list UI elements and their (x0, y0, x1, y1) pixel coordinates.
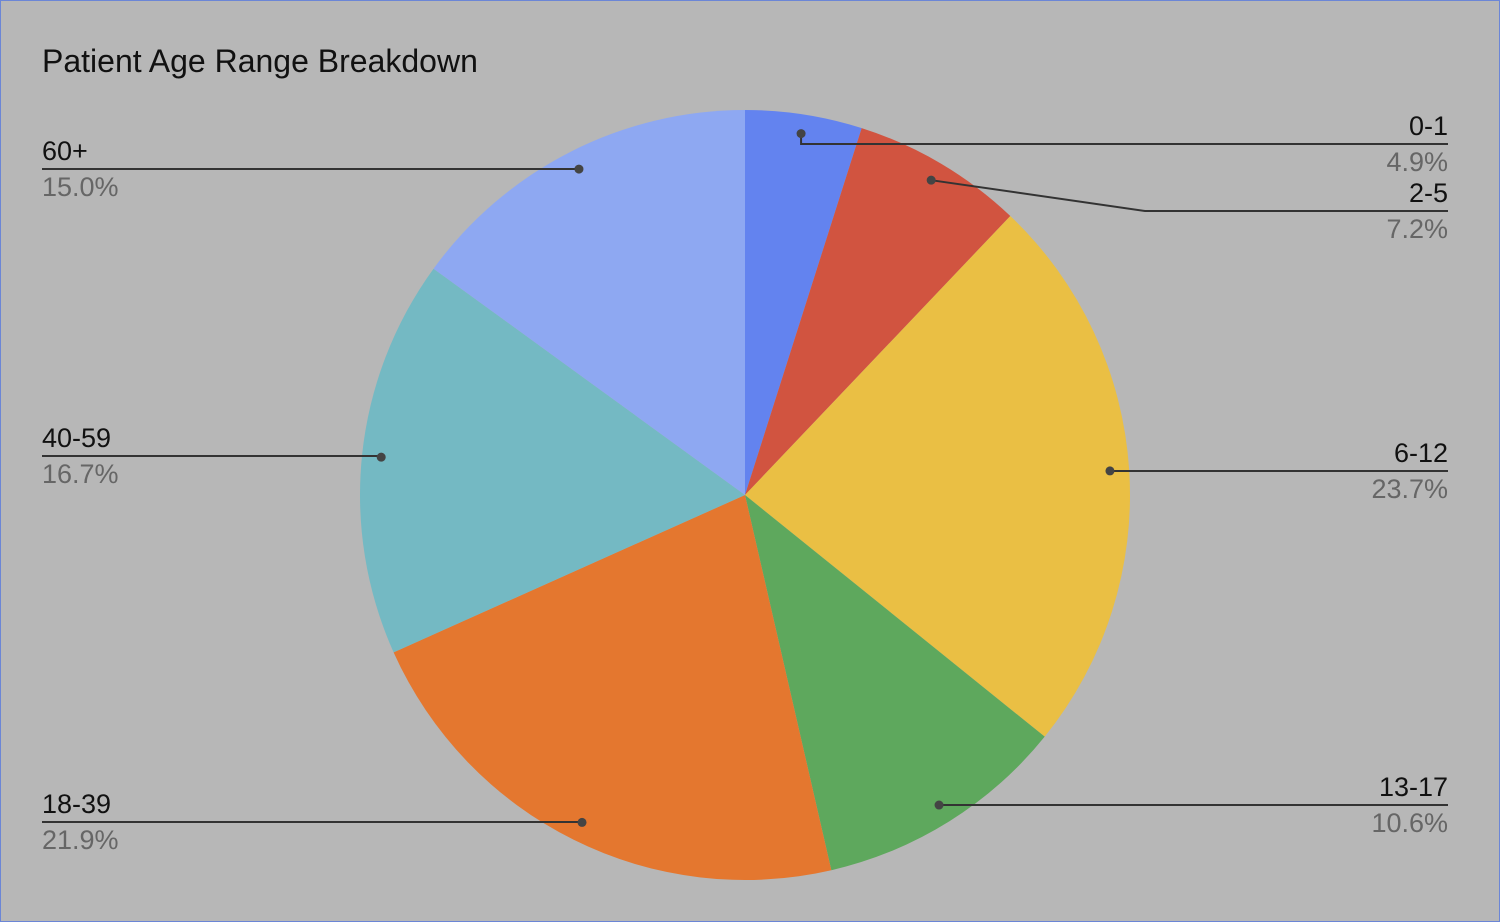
leader-dot (376, 452, 386, 462)
slice-label: 2-5 (1409, 178, 1448, 208)
leader-line (42, 455, 383, 458)
leader-line (931, 179, 1448, 212)
slice-value-label: 16.7% (42, 459, 119, 489)
pie-slice (745, 216, 1130, 737)
leader-dot (1105, 466, 1115, 476)
slice-value-label: 10.6% (1371, 808, 1448, 838)
pie-slice (745, 495, 1045, 871)
pie-slice (745, 110, 862, 495)
slice-label: 0-1 (1409, 111, 1448, 141)
leader-dot (934, 800, 944, 810)
pie-slice (433, 110, 745, 495)
slice-value-label: 4.9% (1386, 147, 1448, 177)
slice-value-label: 15.0% (42, 172, 119, 202)
slice-label: 40-59 (42, 423, 111, 453)
slice-label: 6-12 (1394, 438, 1448, 468)
slice-value-label: 23.7% (1371, 474, 1448, 504)
slice-value-label: 7.2% (1386, 214, 1448, 244)
pie-slice (359, 268, 745, 653)
pie-slice (745, 128, 1011, 495)
leader-dot (574, 164, 584, 174)
slice-label: 13-17 (1379, 772, 1448, 802)
slice-value-label: 21.9% (42, 825, 119, 855)
chart-title: Patient Age Range Breakdown (42, 43, 478, 79)
leader-dot (926, 175, 936, 185)
leader-dot (796, 129, 806, 139)
slice-label: 18-39 (42, 789, 111, 819)
leader-dot (577, 817, 587, 827)
slice-label: 60+ (42, 136, 88, 166)
pie-slice (393, 495, 832, 880)
